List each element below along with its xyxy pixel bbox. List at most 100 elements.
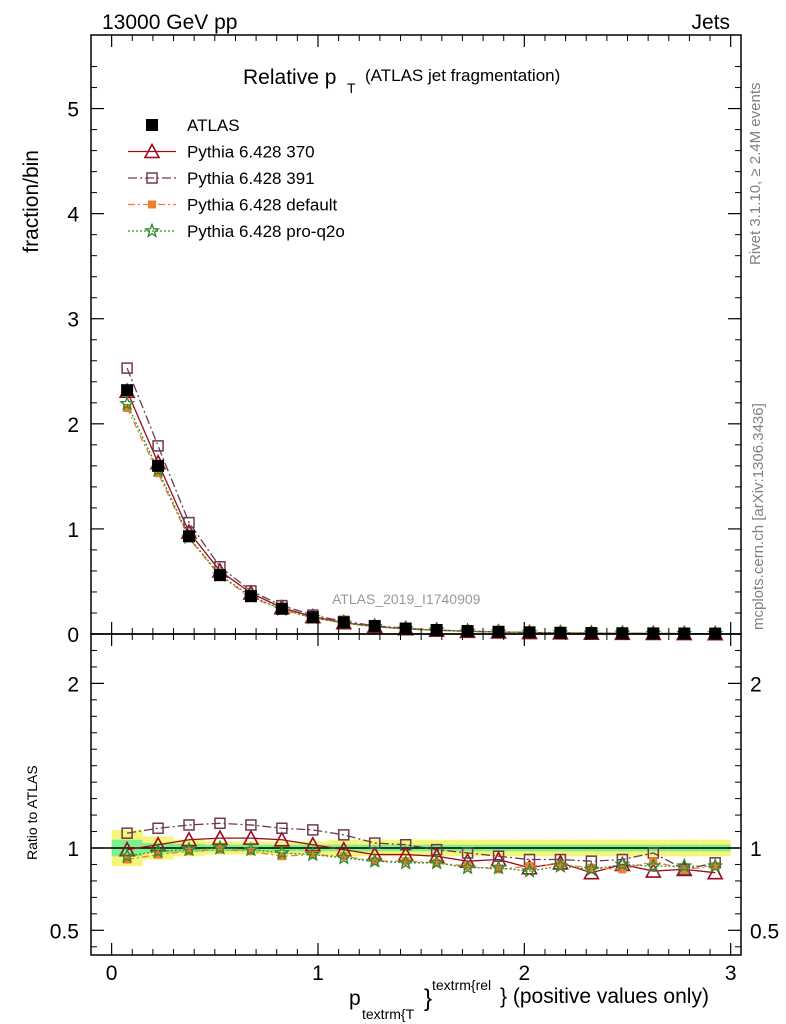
legend-label: Pythia 6.428 default bbox=[187, 196, 338, 215]
data-point-atlas bbox=[183, 530, 196, 543]
ratio-panel-frame bbox=[90, 633, 742, 956]
ratio-point-pythia-6-428-default bbox=[618, 865, 627, 874]
ratio-tick-label-right: 2 bbox=[750, 673, 762, 696]
ratio-panel-series bbox=[118, 817, 724, 880]
plot-title: Relative p T (ATLAS jet fragmentation) bbox=[243, 66, 560, 96]
ratio-point-pythia-6-428-default bbox=[711, 862, 720, 871]
data-point-atlas bbox=[523, 626, 536, 639]
data-point-atlas bbox=[275, 602, 288, 615]
data-point-pythia-6-428-default bbox=[123, 404, 132, 413]
x-tick-label: 0 bbox=[106, 962, 118, 985]
legend-label: ATLAS bbox=[187, 116, 240, 135]
x-tick-label: 2 bbox=[518, 962, 530, 985]
legend-marker bbox=[146, 119, 158, 131]
ratio-tick-label-right: 0.5 bbox=[750, 920, 779, 943]
x-label-brace: } bbox=[424, 985, 432, 1012]
ratio-point-pythia-6-428-default bbox=[215, 845, 224, 854]
y-tick-label: 0 bbox=[67, 624, 79, 647]
ratio-point-pythia-6-428-pro-q2o bbox=[459, 859, 476, 875]
ratio-point-pythia-6-428-pro-q2o bbox=[552, 857, 569, 874]
x-label-sub: textrm{T bbox=[362, 1006, 415, 1022]
ratio-point-pythia-6-428-pro-q2o bbox=[335, 849, 352, 865]
ratio-tick-label: 2 bbox=[67, 673, 79, 696]
y-tick-label: 2 bbox=[67, 414, 79, 437]
title-rest: (ATLAS jet fragmentation) bbox=[365, 66, 560, 85]
data-point-pythia-6-428-391 bbox=[121, 362, 133, 374]
x-label-p: p bbox=[349, 987, 361, 1010]
ratio-point-pythia-6-428-pro-q2o bbox=[212, 839, 229, 855]
ratio-point-pythia-6-428-391 bbox=[368, 837, 381, 849]
ratio-axis-label: Ratio to ATLAS bbox=[24, 765, 40, 860]
ratio-tick-label: 1 bbox=[67, 838, 79, 861]
rivet-version-label: Rivet 3.1.10, ≥ 2.4M events bbox=[747, 83, 764, 266]
mcplots-label: mcplots.cern.ch [arXiv:1306.3436] bbox=[750, 403, 767, 630]
ratio-point-pythia-6-428-default bbox=[494, 865, 503, 874]
ratio-line-pythia-6-428-pro-q2o bbox=[127, 847, 716, 872]
data-point-atlas bbox=[152, 459, 165, 472]
ratio-point-pythia-6-428-default bbox=[185, 847, 194, 856]
y-tick-label: 5 bbox=[67, 99, 79, 122]
ratio-point-pythia-6-428-370 bbox=[211, 829, 229, 845]
ratio-point-pythia-6-428-pro-q2o bbox=[707, 857, 724, 873]
data-point-pythia-6-428-391 bbox=[183, 516, 195, 529]
ratio-point-pythia-6-428-391 bbox=[399, 838, 412, 851]
data-point-atlas bbox=[244, 590, 257, 603]
ratio-point-pythia-6-428-pro-q2o bbox=[614, 856, 631, 872]
data-point-atlas bbox=[430, 624, 443, 637]
y-tick-label: 1 bbox=[67, 519, 79, 542]
data-point-atlas bbox=[368, 620, 381, 633]
ratio-point-pythia-6-428-391 bbox=[338, 829, 350, 841]
legend-label: Pythia 6.428 391 bbox=[187, 169, 315, 188]
ratio-point-pythia-6-428-370 bbox=[180, 831, 198, 847]
ratio-point-pythia-6-428-default bbox=[463, 862, 472, 871]
data-point-atlas bbox=[461, 625, 474, 638]
process-label: Jets bbox=[691, 11, 730, 34]
x-tick-label: 3 bbox=[725, 962, 737, 985]
ratio-point-pythia-6-428-pro-q2o bbox=[676, 857, 693, 874]
ratio-point-pythia-6-428-pro-q2o bbox=[521, 862, 538, 878]
data-point-atlas bbox=[337, 616, 350, 629]
ratio-point-pythia-6-428-pro-q2o bbox=[583, 860, 600, 877]
ratio-point-pythia-6-428-391 bbox=[121, 827, 133, 839]
y-axis-label: fraction/bin bbox=[20, 150, 43, 253]
data-point-atlas bbox=[121, 384, 134, 397]
x-label-rest: } (positive values only) bbox=[500, 985, 709, 1008]
ratio-point-pythia-6-428-pro-q2o bbox=[119, 847, 136, 864]
data-point-atlas bbox=[213, 569, 226, 582]
legend-label: Pythia 6.428 pro-q2o bbox=[187, 222, 345, 241]
ratio-point-pythia-6-428-default bbox=[587, 863, 596, 872]
ratio-point-pythia-6-428-default bbox=[339, 852, 348, 861]
title-main: Relative p bbox=[243, 66, 336, 89]
legend-marker bbox=[143, 222, 161, 238]
data-point-atlas bbox=[585, 627, 598, 640]
legend-marker bbox=[146, 172, 158, 184]
ratio-line-pythia-6-428-default bbox=[127, 848, 716, 871]
legend-marker bbox=[148, 200, 156, 209]
axes-layer: 0 1 2 3 0 1 2 3 4 5 0.5 0.5 1 1 2 2 bbox=[50, 34, 779, 985]
ratio-point-pythia-6-428-pro-q2o bbox=[366, 852, 383, 868]
ratio-point-pythia-6-428-pro-q2o bbox=[428, 854, 445, 870]
ratio-point-pythia-6-428-pro-q2o bbox=[490, 859, 507, 875]
ratio-point-pythia-6-428-370 bbox=[706, 864, 724, 880]
data-point-pythia-6-428-pro-q2o bbox=[119, 395, 136, 411]
energy-label: 13000 GeV pp bbox=[102, 11, 237, 34]
ratio-point-pythia-6-428-pro-q2o bbox=[180, 841, 198, 857]
data-point-pythia-6-428-391 bbox=[152, 440, 164, 452]
ratio-point-pythia-6-428-391 bbox=[152, 822, 164, 834]
ratio-point-pythia-6-428-391 bbox=[183, 819, 195, 831]
x-tick-label: 1 bbox=[312, 962, 324, 985]
ratio-point-pythia-6-428-pro-q2o bbox=[150, 842, 166, 859]
ratio-point-pythia-6-428-default bbox=[556, 860, 565, 869]
ratio-point-pythia-6-428-default bbox=[246, 847, 255, 856]
ratio-point-pythia-6-428-391 bbox=[307, 824, 319, 836]
ratio-point-pythia-6-428-default bbox=[401, 857, 410, 866]
ratio-point-pythia-6-428-391 bbox=[461, 847, 474, 859]
legend-marker bbox=[143, 142, 161, 159]
data-point-atlas bbox=[306, 611, 319, 624]
legend-label: Pythia 6.428 370 bbox=[187, 143, 315, 162]
ratio-point-pythia-6-428-391 bbox=[214, 817, 226, 830]
x-label-sup: textrm{rel bbox=[432, 977, 491, 993]
ratio-point-pythia-6-428-pro-q2o bbox=[304, 846, 321, 862]
ratio-point-pythia-6-428-391 bbox=[276, 822, 288, 834]
